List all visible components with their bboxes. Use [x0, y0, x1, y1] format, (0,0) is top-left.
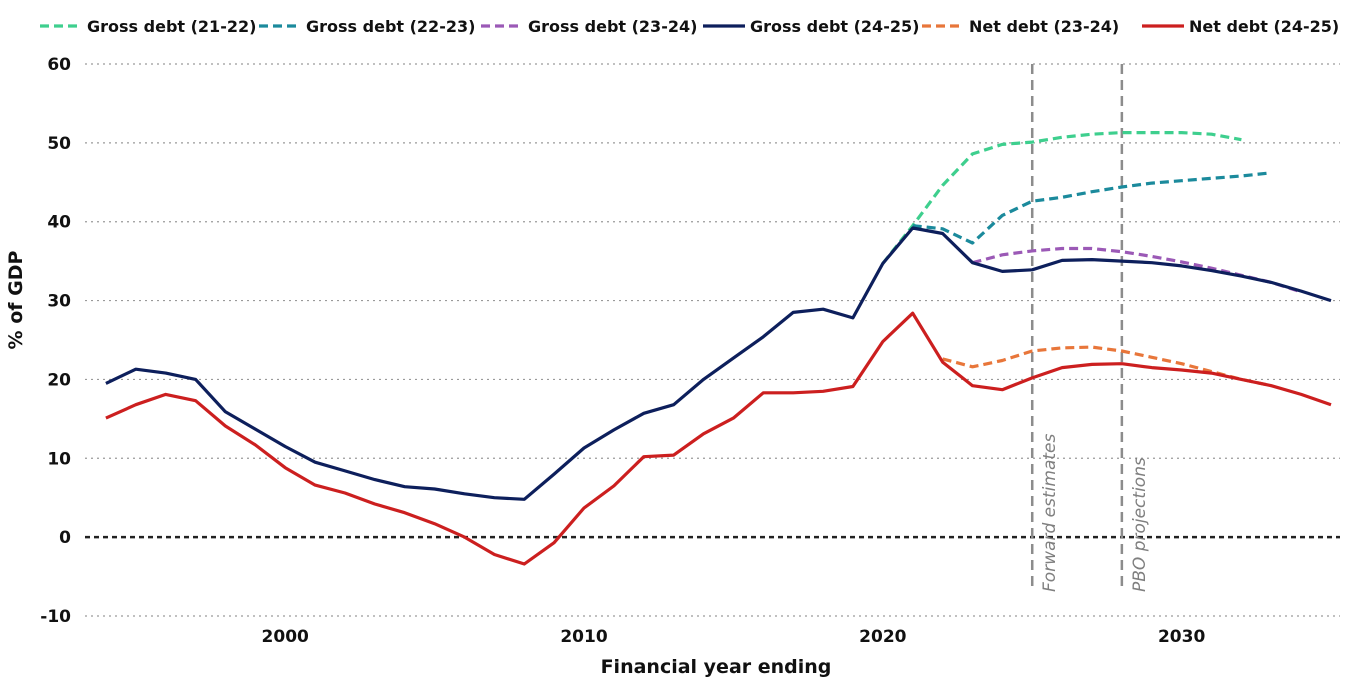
x-axis-ticks: 2000 2010 2020 2030 — [262, 627, 1206, 647]
y-tick-label: 40 — [47, 213, 71, 233]
legend-label: Gross debt (23-24) — [528, 17, 697, 36]
series-line-gross-debt-21-22 — [881, 131, 1242, 265]
x-axis-title: Financial year ending — [601, 656, 832, 678]
series-line-net-debt-23-24 — [942, 345, 1272, 388]
gridlines — [85, 63, 1340, 617]
legend-label: Gross debt (24-25) — [750, 17, 919, 36]
reference-line-label: PBO projections — [1130, 457, 1150, 592]
legend-label: Net debt (24-25) — [1189, 17, 1339, 36]
y-tick-label: 60 — [47, 55, 71, 75]
x-tick-label: 2010 — [560, 627, 607, 647]
y-axis-ticks: -10 0 10 20 30 40 50 60 — [40, 55, 71, 627]
x-tick-label: 2020 — [859, 627, 906, 647]
y-tick-label: 30 — [47, 292, 71, 312]
series-line-gross-debt-24-25 — [105, 226, 1332, 501]
legend-label: Net debt (23-24) — [969, 17, 1119, 36]
reference-lines: Forward estimates PBO projections — [1030, 64, 1150, 592]
series-line-net-debt-24-25 — [105, 311, 1332, 566]
x-tick-label: 2000 — [262, 627, 309, 647]
series-group — [105, 131, 1332, 566]
series-line-gross-debt-22-23 — [912, 171, 1272, 245]
x-tick-label: 2030 — [1158, 627, 1205, 647]
y-tick-label: -10 — [40, 607, 71, 627]
y-axis-title: % of GDP — [5, 250, 27, 349]
legend: Gross debt (21-22) Gross debt (22-23) Gros… — [40, 17, 1339, 36]
y-tick-label: 20 — [47, 370, 71, 390]
reference-line-label: Forward estimates — [1040, 434, 1060, 592]
y-tick-label: 0 — [59, 528, 71, 548]
y-tick-label: 50 — [47, 134, 71, 154]
y-tick-label: 10 — [47, 449, 71, 469]
legend-label: Gross debt (21-22) — [87, 17, 256, 36]
legend-label: Gross debt (22-23) — [306, 17, 475, 36]
